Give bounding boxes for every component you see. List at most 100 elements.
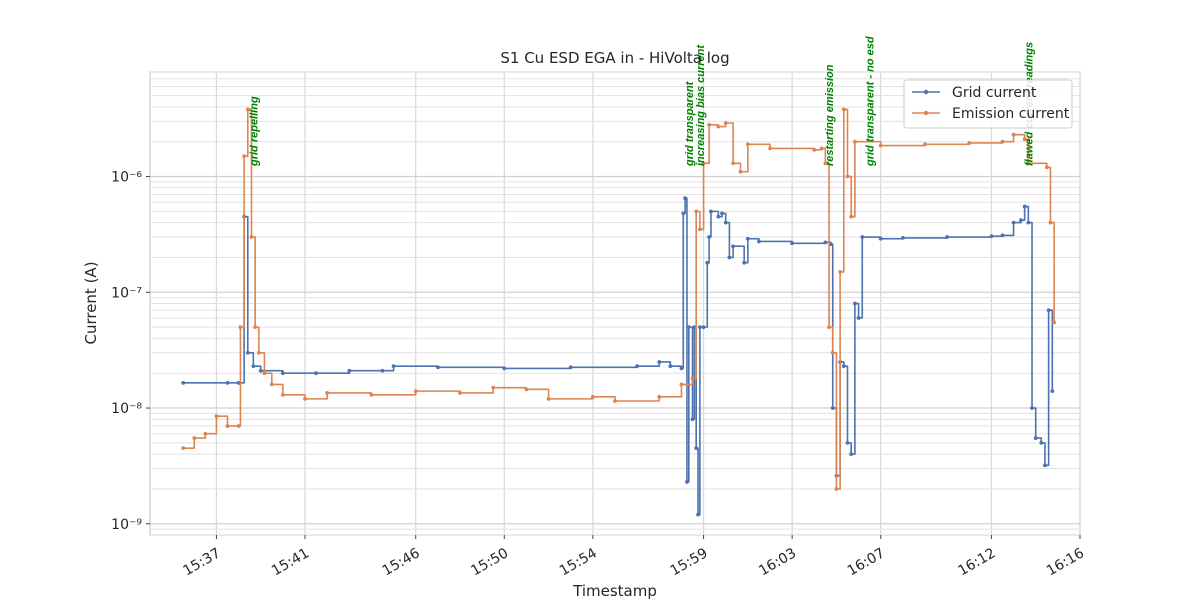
x-tick-label: 15:59	[668, 545, 711, 579]
data-point	[245, 350, 250, 355]
data-point	[701, 161, 706, 166]
data-point	[685, 480, 689, 484]
data-point	[716, 124, 721, 129]
data-point	[745, 142, 750, 147]
legend-dot-grid-current	[923, 89, 929, 95]
x-tick-label: 15:37	[180, 545, 223, 579]
data-point	[181, 446, 186, 451]
data-point	[845, 174, 850, 179]
legend-label-emission-current: Emission current	[952, 106, 1070, 122]
data-point	[1043, 463, 1047, 468]
data-point	[790, 241, 795, 246]
data-point	[694, 446, 699, 451]
data-point	[812, 147, 817, 152]
data-point	[849, 452, 854, 456]
data-point	[860, 235, 865, 239]
data-point	[568, 365, 573, 370]
data-point	[256, 350, 261, 355]
annotation-label: grid transparent	[684, 80, 696, 167]
data-point	[841, 107, 846, 112]
data-point	[845, 440, 850, 445]
data-point	[657, 394, 662, 399]
data-point	[280, 371, 285, 376]
legend-label-grid-current: Grid current	[952, 85, 1037, 101]
data-point	[1033, 436, 1038, 440]
data-point	[694, 209, 699, 214]
data-point	[502, 366, 507, 371]
data-point	[690, 417, 695, 422]
data-point	[696, 512, 700, 517]
data-point	[731, 161, 735, 166]
data-point	[1050, 389, 1055, 394]
data-point	[1026, 220, 1031, 225]
data-point	[720, 211, 724, 216]
data-point	[236, 424, 241, 428]
data-point	[856, 316, 861, 320]
data-point	[269, 382, 274, 387]
data-point	[590, 394, 595, 399]
data-point	[830, 350, 835, 355]
data-point	[1048, 220, 1053, 225]
annotations: grid repelling grid transparent increasing…	[248, 36, 1035, 167]
data-point	[852, 301, 857, 306]
data-point	[716, 214, 721, 219]
data-point	[697, 325, 702, 330]
data-point	[768, 146, 772, 151]
series-grid-current	[181, 196, 1055, 517]
data-point	[238, 325, 243, 330]
data-point	[723, 220, 728, 225]
y-tick-label: 10⁻⁷	[111, 285, 142, 301]
data-point	[823, 240, 828, 245]
annotation-label: increasing bias current	[695, 44, 707, 166]
data-point	[745, 236, 750, 241]
data-point	[1044, 165, 1049, 170]
data-point	[1052, 320, 1057, 325]
data-point	[849, 214, 854, 219]
data-point	[679, 382, 684, 387]
x-tick-label: 16:16	[1044, 545, 1087, 579]
data-point	[203, 431, 208, 436]
data-point	[369, 392, 374, 397]
y-tick-label: 10⁻⁹	[111, 517, 142, 533]
data-point	[731, 244, 735, 249]
data-point	[683, 196, 688, 201]
data-point	[900, 236, 905, 240]
data-point	[692, 325, 697, 330]
data-point	[491, 385, 496, 390]
series-layer	[181, 107, 1057, 517]
x-tick-label: 15:41	[269, 545, 312, 579]
data-point	[923, 142, 927, 147]
data-point	[967, 141, 972, 145]
data-point	[657, 360, 662, 364]
data-point	[236, 380, 241, 385]
data-point	[303, 396, 307, 401]
data-point	[214, 414, 219, 419]
data-point	[192, 436, 197, 440]
data-point	[709, 209, 713, 214]
data-point	[1039, 440, 1044, 445]
data-point	[546, 396, 551, 401]
data-point	[878, 236, 883, 241]
data-point	[325, 391, 330, 395]
data-point	[380, 368, 385, 373]
y-axis-title: Current (A)	[82, 261, 100, 344]
y-tick-label: 10⁻⁶	[111, 170, 142, 186]
data-point	[458, 391, 462, 395]
x-tick-label: 16:03	[756, 545, 799, 579]
data-point	[827, 325, 831, 330]
y-tick-label: 10⁻⁸	[111, 401, 142, 417]
legend: Grid current Emission current	[903, 79, 1073, 129]
data-point	[701, 325, 706, 330]
data-point	[181, 380, 186, 385]
data-point	[690, 376, 695, 381]
data-point	[742, 260, 747, 265]
x-tick-label: 15:54	[557, 545, 600, 579]
data-point	[280, 392, 285, 397]
data-point	[1022, 137, 1027, 142]
data-point	[878, 143, 883, 148]
data-point	[1026, 161, 1031, 166]
data-point	[262, 371, 267, 376]
annotation-label: grid repelling	[248, 96, 260, 167]
data-point	[253, 325, 258, 330]
